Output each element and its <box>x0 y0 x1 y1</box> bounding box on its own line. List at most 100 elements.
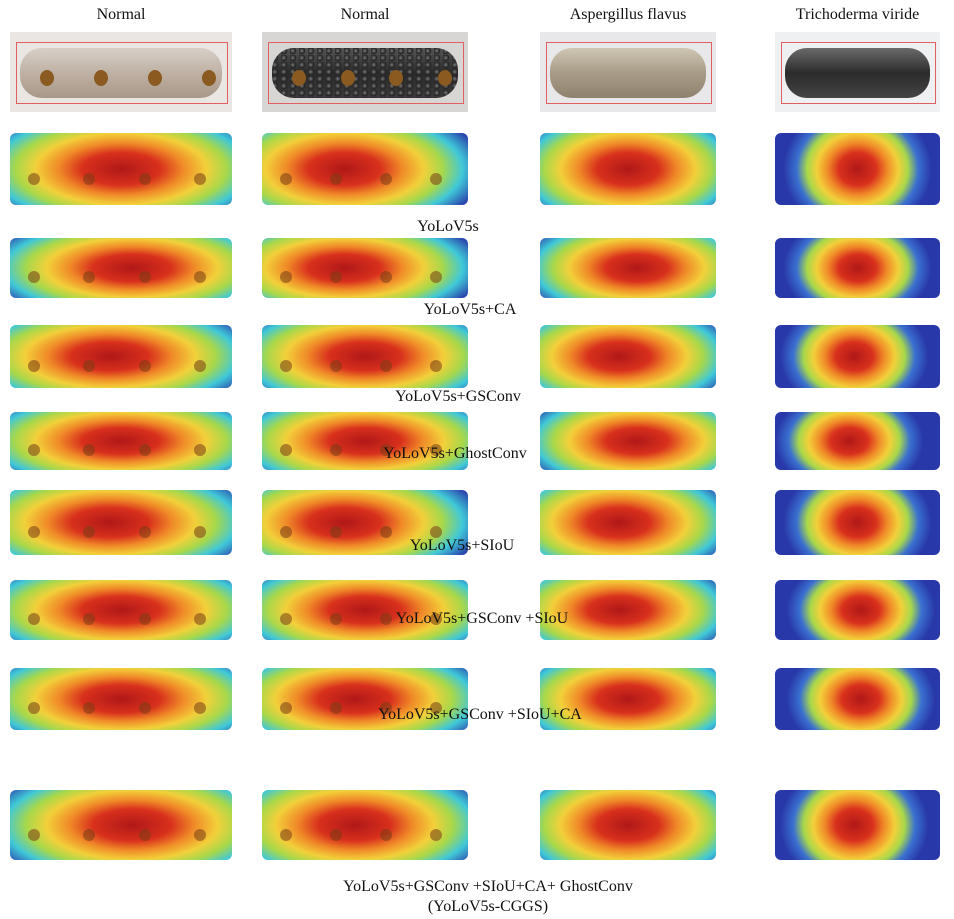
hole <box>430 360 442 372</box>
heatmap <box>540 325 716 388</box>
row-sublabel: (YoLoV5s-CGGS) <box>428 898 548 916</box>
heatmap <box>10 238 232 298</box>
hole <box>28 271 40 283</box>
hole <box>139 702 151 714</box>
heatmap <box>262 238 468 298</box>
heatmap <box>262 133 468 205</box>
heatmap <box>775 490 940 555</box>
hole <box>280 526 292 538</box>
hole <box>83 613 95 625</box>
hole <box>330 173 342 185</box>
hole <box>330 526 342 538</box>
detection-box <box>546 42 712 104</box>
hole <box>330 702 342 714</box>
hole <box>83 444 95 456</box>
heatmap <box>775 238 940 298</box>
hole <box>330 613 342 625</box>
hole <box>194 829 206 841</box>
hole <box>430 526 442 538</box>
hole <box>28 444 40 456</box>
row-label: YoLoV5s+GSConv +SIoU <box>396 610 568 628</box>
column-header: Normal <box>341 6 390 24</box>
column-header: Normal <box>97 6 146 24</box>
heatmap <box>10 133 232 205</box>
heatmap <box>540 412 716 470</box>
heatmap <box>775 668 940 730</box>
hole <box>194 360 206 372</box>
hole <box>139 360 151 372</box>
hole <box>83 360 95 372</box>
detection-box <box>781 42 936 104</box>
hole <box>280 360 292 372</box>
hole <box>380 173 392 185</box>
hole <box>83 173 95 185</box>
hole <box>194 271 206 283</box>
hole <box>280 829 292 841</box>
row-label: YoLoV5s+GhostConv <box>383 445 526 463</box>
heatmap <box>10 412 232 470</box>
hole <box>28 360 40 372</box>
hole <box>330 360 342 372</box>
detection-box <box>268 42 464 104</box>
heatmap <box>540 133 716 205</box>
hole <box>139 526 151 538</box>
heatmap <box>775 325 940 388</box>
hole <box>28 702 40 714</box>
heatmap <box>775 412 940 470</box>
column-header: Aspergillus flavus <box>570 6 687 24</box>
hole <box>28 613 40 625</box>
row-label: YoLoV5s+GSConv +SIoU+CA <box>378 706 582 724</box>
photo <box>540 32 716 112</box>
heatmap <box>540 790 716 860</box>
hole <box>430 271 442 283</box>
hole <box>380 829 392 841</box>
row-label: YoLoV5s+GSConv <box>395 388 521 406</box>
hole <box>380 613 392 625</box>
heatmap <box>10 490 232 555</box>
photo <box>10 32 232 112</box>
hole <box>380 360 392 372</box>
hole <box>194 702 206 714</box>
heatmap <box>10 580 232 640</box>
hole <box>380 271 392 283</box>
hole <box>194 526 206 538</box>
hole <box>28 829 40 841</box>
hole <box>280 271 292 283</box>
heatmap <box>540 238 716 298</box>
figure: Normal Normal Aspergillus flavus Trichoderm… <box>0 0 954 919</box>
hole <box>83 271 95 283</box>
hole <box>280 444 292 456</box>
column-header: Trichoderma viride <box>796 6 919 24</box>
heatmap <box>262 790 468 860</box>
hole <box>280 702 292 714</box>
hole <box>194 613 206 625</box>
heatmap <box>10 668 232 730</box>
row-label: YoLoV5s+GSConv +SIoU+CA+ GhostConv <box>343 878 633 896</box>
hole <box>194 173 206 185</box>
hole <box>139 829 151 841</box>
hole <box>83 702 95 714</box>
row-label: YoLoV5s <box>417 218 479 236</box>
hole <box>139 613 151 625</box>
hole <box>380 526 392 538</box>
photo <box>775 32 940 112</box>
hole <box>280 613 292 625</box>
hole <box>280 173 292 185</box>
heatmap <box>10 325 232 388</box>
hole <box>330 444 342 456</box>
hole <box>83 526 95 538</box>
photo <box>262 32 468 112</box>
hole <box>139 444 151 456</box>
row-label: YoLoV5s+SIoU <box>410 537 514 555</box>
hole <box>430 829 442 841</box>
hole <box>28 526 40 538</box>
hole <box>83 829 95 841</box>
hole <box>330 271 342 283</box>
hole <box>28 173 40 185</box>
heatmap <box>262 325 468 388</box>
heatmap <box>775 133 940 205</box>
detection-box <box>16 42 228 104</box>
hole <box>139 173 151 185</box>
heatmap <box>10 790 232 860</box>
hole <box>139 271 151 283</box>
